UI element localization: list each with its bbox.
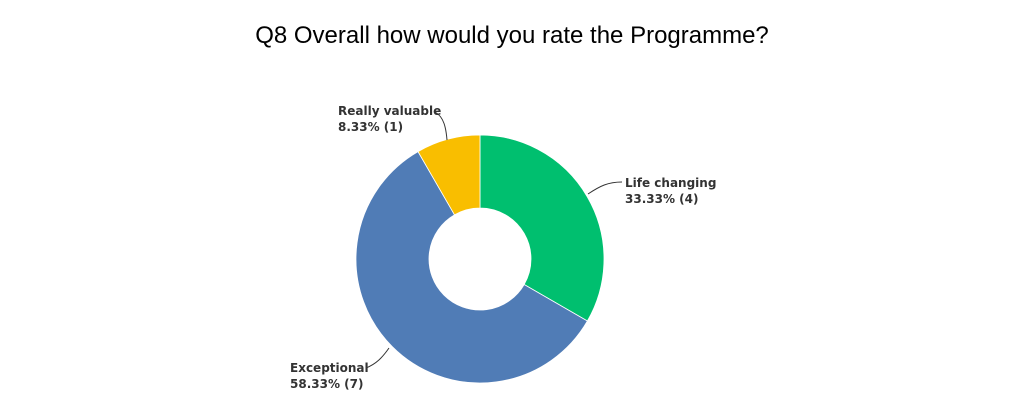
slice-value-label: 33.33% (4) <box>625 192 698 206</box>
slice-exceptional[interactable] <box>355 151 588 384</box>
slice-life-changing[interactable] <box>479 134 605 322</box>
leader-line <box>434 111 448 141</box>
slice-label: Life changing <box>625 176 716 190</box>
slice-value-label: 8.33% (1) <box>338 120 403 134</box>
donut-slices <box>355 134 605 384</box>
chart-title: Q8 Overall how would you rate the Progra… <box>255 22 769 49</box>
slice-really-valuable[interactable] <box>417 134 481 216</box>
slice-label: Exceptional <box>290 361 369 375</box>
slice-value-label: 58.33% (7) <box>290 377 363 391</box>
leader-line <box>587 181 623 195</box>
slice-label: Really valuable <box>338 104 441 118</box>
leader-line <box>365 347 390 369</box>
slice-labels: Life changing 33.33% (4) Exceptional 58.33%… <box>290 104 716 391</box>
